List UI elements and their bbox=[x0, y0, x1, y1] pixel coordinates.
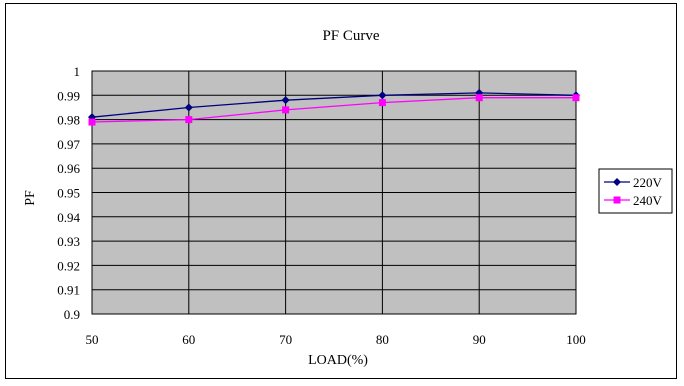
y-axis-label: PF bbox=[23, 190, 38, 206]
y-tick-labels: 0.9 0.91 0.92 0.93 0.94 0.95 0.96 0.97 0.98 0.99 1 bbox=[57, 64, 80, 322]
y-tick-label: 0.96 bbox=[57, 161, 80, 176]
y-tick-label: 0.94 bbox=[57, 210, 80, 225]
y-tick-label: 0.9 bbox=[64, 307, 80, 322]
chart-frame: PF Curve 0.9 0.91 0.92 0.93 0.94 0.95 0.96 0.97… bbox=[5, 3, 677, 379]
data-point-240V bbox=[282, 106, 290, 114]
pf-curve-chart: PF Curve 0.9 0.91 0.92 0.93 0.94 0.95 0.96 0.97… bbox=[23, 28, 673, 368]
x-axis-label: LOAD(%) bbox=[308, 353, 368, 368]
legend-label-220V: 220V bbox=[633, 175, 663, 190]
data-point-220V bbox=[184, 103, 193, 112]
plot-border bbox=[91, 70, 577, 315]
y-tick-label: 0.98 bbox=[57, 113, 80, 128]
data-point-240V bbox=[88, 118, 96, 126]
legend: 220V 240V bbox=[598, 168, 673, 214]
x-tick-labels: 50 60 70 80 90 100 bbox=[86, 332, 586, 347]
legend-marker-240V bbox=[613, 196, 621, 204]
x-tick-label: 60 bbox=[182, 332, 195, 347]
x-tick-label: 90 bbox=[473, 332, 486, 347]
data-point-220V bbox=[281, 96, 290, 105]
data-point-240V bbox=[378, 99, 386, 107]
legend-marker-220V bbox=[613, 178, 621, 186]
chart-title: PF Curve bbox=[322, 28, 379, 44]
y-tick-label: 0.93 bbox=[57, 234, 80, 249]
y-tick-label: 0.92 bbox=[57, 258, 80, 273]
data-point-240V bbox=[475, 94, 483, 102]
data-point-220V bbox=[378, 91, 387, 100]
y-tick-label: 0.99 bbox=[57, 88, 80, 103]
series-line-240V bbox=[91, 97, 576, 123]
legend-label-240V: 240V bbox=[633, 193, 663, 208]
y-tick-label: 0.91 bbox=[57, 283, 80, 298]
x-tick-label: 70 bbox=[279, 332, 292, 347]
series-line-220V bbox=[91, 92, 577, 118]
data-point-240V bbox=[185, 116, 193, 124]
x-tick-label: 50 bbox=[86, 332, 99, 347]
data-point-240V bbox=[572, 94, 580, 102]
y-tick-label: 0.95 bbox=[57, 186, 80, 201]
series-layer bbox=[88, 88, 580, 126]
x-tick-label: 80 bbox=[376, 332, 389, 347]
y-tick-label: 0.97 bbox=[57, 137, 80, 152]
x-tick-label: 100 bbox=[566, 332, 586, 347]
legend-box bbox=[598, 168, 673, 214]
y-tick-label: 1 bbox=[74, 64, 81, 79]
